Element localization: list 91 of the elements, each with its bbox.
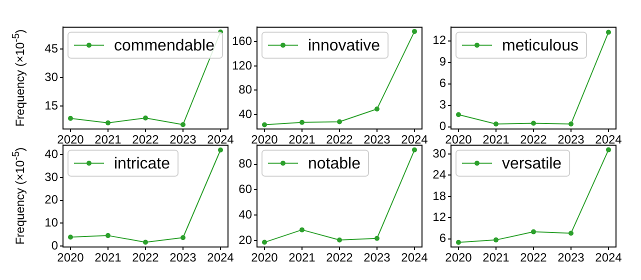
point <box>606 30 611 35</box>
point <box>180 235 186 240</box>
x-tick-label: 2024 <box>401 250 428 265</box>
x-tick-label: 2022 <box>132 132 160 147</box>
legend-label: commendable <box>114 38 215 55</box>
legend-label: notable <box>308 156 361 173</box>
y-tick-label: 30 <box>44 70 58 84</box>
y-tick-label: 40 <box>238 106 252 121</box>
point <box>494 121 498 126</box>
point <box>456 112 461 118</box>
y-tick-label: 45 <box>44 41 58 56</box>
y-tick-label: 120 <box>232 58 252 72</box>
x-tick-label: 2021 <box>482 132 510 147</box>
x-tick-label: 2024 <box>595 132 622 147</box>
point <box>494 237 498 242</box>
point <box>180 122 186 128</box>
y-tick-label: 30 <box>44 170 58 184</box>
point <box>412 147 417 152</box>
x-tick-label: 2021 <box>288 250 316 265</box>
legend-label: innovative <box>308 38 380 55</box>
x-tick-label: 2024 <box>401 132 428 147</box>
point <box>218 148 223 153</box>
point <box>143 240 148 245</box>
y-tick-label: 40 <box>238 208 252 222</box>
x-tick-label: 2020 <box>445 250 472 265</box>
point <box>262 240 267 245</box>
x-tick-label: 2023 <box>170 132 197 147</box>
point <box>337 119 342 124</box>
y-tick-label: 160 <box>232 34 252 48</box>
x-tick-label: 2024 <box>207 250 234 265</box>
point <box>374 236 380 241</box>
x-tick-label: 2022 <box>132 250 160 265</box>
x-tick-label: 2023 <box>558 132 585 147</box>
x-tick-label: 2020 <box>57 132 84 147</box>
x-tick-label: 2023 <box>170 250 197 265</box>
y-tick-label: 0 <box>51 238 58 252</box>
x-tick-label: 2021 <box>94 250 122 265</box>
x-tick-label: 2023 <box>364 250 391 265</box>
point <box>106 233 110 238</box>
y-tick-label: 60 <box>238 182 252 196</box>
x-tick-label: 2021 <box>288 132 316 147</box>
y-tick-label: 9 <box>439 54 446 69</box>
x-tick-label: 2020 <box>251 250 278 265</box>
y-tick-label: 20 <box>44 192 58 207</box>
x-tick-label: 2022 <box>520 132 548 147</box>
x-tick-label: 2022 <box>326 132 354 147</box>
x-tick-label: 2023 <box>364 132 391 147</box>
point <box>531 120 536 126</box>
y-tick-label: 0 <box>439 119 446 134</box>
point <box>568 230 574 236</box>
y-tick-label: 18 <box>432 188 446 203</box>
y-tick-label: 3 <box>439 98 446 112</box>
point <box>143 115 148 120</box>
point <box>374 106 380 112</box>
x-tick-label: 2022 <box>520 250 548 265</box>
x-tick-label: 2020 <box>445 132 472 147</box>
point <box>606 147 611 152</box>
y-tick-label: 30 <box>432 146 446 160</box>
y-tick-label: 6 <box>439 231 446 246</box>
x-tick-label: 2021 <box>482 250 510 265</box>
y-tick-label: 10 <box>44 216 58 230</box>
y-tick-label: 12 <box>432 33 446 48</box>
y-tick-label: 40 <box>44 146 58 161</box>
x-tick-label: 2024 <box>595 250 622 265</box>
x-tick-label: 2022 <box>326 250 354 265</box>
point <box>300 227 304 232</box>
x-tick-label: 2024 <box>207 132 234 147</box>
legend-label: intricate <box>114 156 170 173</box>
y-tick-label: 20 <box>238 232 252 247</box>
y-tick-label: 15 <box>44 98 58 112</box>
legend-label: meticulous <box>502 38 578 55</box>
point <box>106 120 110 126</box>
x-tick-label: 2023 <box>558 250 585 265</box>
point <box>531 229 536 234</box>
point <box>68 234 73 240</box>
y-tick-label: 12 <box>432 210 446 224</box>
x-tick-label: 2020 <box>57 250 84 265</box>
point <box>568 121 574 126</box>
legend-label: versatile <box>502 156 562 173</box>
point <box>337 238 342 242</box>
y-tick-label: 80 <box>238 156 252 171</box>
point <box>262 122 267 128</box>
point <box>456 240 461 245</box>
point <box>412 28 417 34</box>
x-tick-label: 2020 <box>251 132 278 147</box>
point <box>300 120 304 125</box>
point <box>68 116 73 121</box>
x-tick-label: 2021 <box>94 132 122 147</box>
y-tick-label: 80 <box>238 82 252 97</box>
y-tick-label: 24 <box>432 168 446 182</box>
y-tick-label: 6 <box>439 76 446 90</box>
